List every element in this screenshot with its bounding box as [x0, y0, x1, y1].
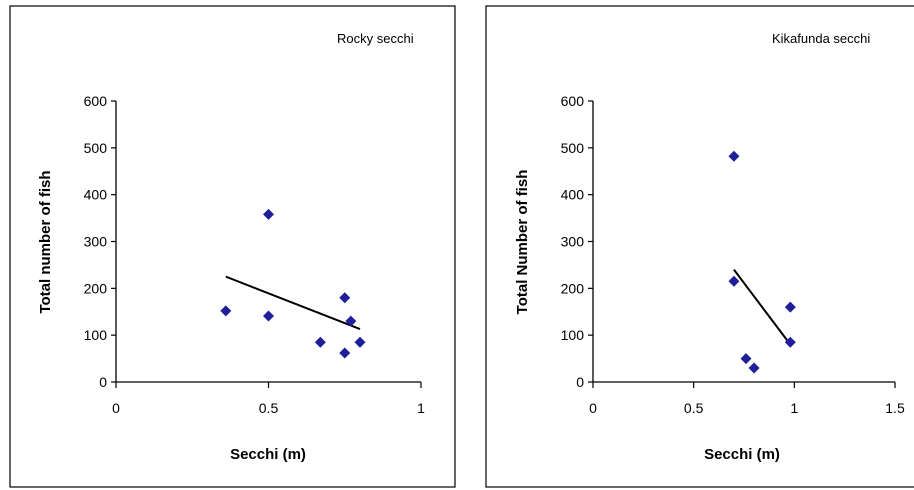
- data-point: [784, 336, 796, 348]
- data-point: [263, 310, 274, 322]
- data-point: [784, 301, 796, 313]
- y-tick-label: 200: [561, 280, 585, 296]
- data-point: [354, 336, 366, 348]
- x-tick-label: 1: [417, 400, 425, 416]
- y-tick-label: 300: [84, 234, 108, 250]
- data-point: [220, 305, 232, 317]
- data-point: [339, 292, 351, 304]
- data-point: [728, 275, 740, 287]
- x-tick-label: 1: [790, 400, 798, 416]
- trendline: [225, 275, 361, 331]
- data-point: [748, 362, 760, 374]
- y-tick-label: 0: [99, 374, 107, 390]
- data-point: [339, 347, 351, 359]
- y-tick-label: 600: [561, 93, 585, 109]
- y-axis-label-kikafunda: Total Number of fish: [514, 170, 531, 315]
- y-tick-label: 400: [84, 187, 108, 203]
- data-point: [263, 208, 274, 220]
- data-point: [314, 336, 326, 348]
- y-tick-label: 0: [576, 374, 584, 390]
- data-point: [345, 315, 357, 327]
- data-point: [728, 150, 740, 162]
- y-axis-label-rocky: Total number of fish: [37, 170, 54, 313]
- y-tick-label: 200: [84, 280, 108, 296]
- chart-title-rocky: Rocky secchi: [337, 31, 414, 46]
- y-tick-label: 100: [561, 327, 585, 343]
- x-tick-label: 0.5: [684, 400, 704, 416]
- x-tick-label: 1.5: [885, 400, 905, 416]
- x-tick-label: 0.5: [259, 400, 279, 416]
- x-axis-label-kikafunda: Secchi (m): [704, 446, 780, 463]
- chart-panel-rocky: Rocky secchi Secchi (m) Total number of …: [9, 5, 456, 488]
- x-axis-label-rocky: Secchi (m): [230, 446, 306, 463]
- chart-title-kikafunda: Kikafunda secchi: [772, 31, 870, 46]
- y-tick-label: 500: [84, 140, 108, 156]
- trendline: [733, 268, 792, 346]
- chart-frame-kikafunda: [485, 5, 914, 488]
- chart-panel-kikafunda: Kikafunda secchi Secchi (m) Total Number…: [485, 5, 914, 488]
- y-tick-label: 400: [561, 187, 585, 203]
- x-tick-label: 0: [589, 400, 597, 416]
- x-tick-label: 0: [112, 400, 120, 416]
- chart-frame-rocky: [9, 5, 456, 488]
- y-tick-label: 300: [561, 234, 585, 250]
- y-tick-label: 600: [84, 93, 108, 109]
- data-point: [740, 353, 752, 365]
- y-tick-label: 100: [84, 327, 108, 343]
- y-tick-label: 500: [561, 140, 585, 156]
